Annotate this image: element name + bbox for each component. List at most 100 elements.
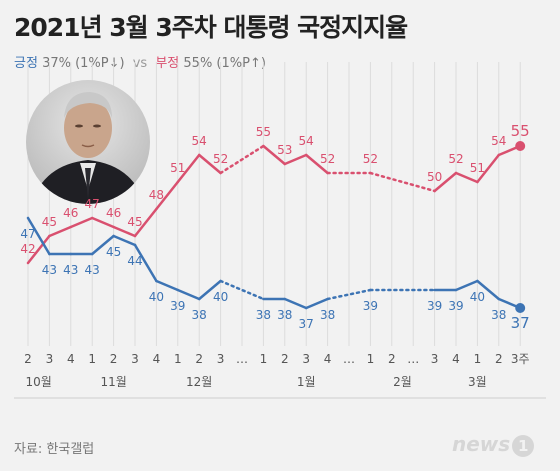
series-segment	[476, 279, 501, 301]
data-label: 45	[106, 245, 121, 259]
value-labels: 42 45 46 47 46 45 48 51 54 52 55 53 54 52 52 50 52 51 54 55…	[20, 122, 529, 332]
x-tick-label: 1	[88, 352, 96, 366]
series-segment	[304, 153, 329, 175]
x-tick-label: 3	[46, 352, 54, 366]
data-label: 39	[427, 299, 442, 313]
negative-label: 부정	[155, 56, 180, 71]
data-label: 40	[213, 290, 228, 304]
data-label: 53	[277, 143, 292, 157]
data-label: 38	[491, 308, 506, 322]
x-tick-label: 2	[281, 352, 289, 366]
data-label: 38	[277, 308, 292, 322]
data-label: 38	[256, 308, 271, 322]
series-segment	[155, 279, 180, 292]
data-label: 51	[470, 161, 485, 175]
series-segment	[454, 171, 479, 184]
x-tick-label: 3	[131, 352, 139, 366]
series-segment	[26, 216, 51, 256]
x-tick-label: 1	[474, 352, 482, 366]
x-tick-label: 4	[452, 352, 460, 366]
x-tick-label: 3주	[511, 352, 530, 366]
data-label: 38	[320, 308, 335, 322]
data-label: 38	[192, 308, 207, 322]
series-segment	[176, 153, 201, 184]
data-point	[515, 303, 526, 313]
month-label: 12월	[186, 375, 212, 389]
series-segment	[262, 144, 287, 166]
data-label: 55	[256, 125, 271, 139]
x-tick-label: 4	[67, 352, 75, 366]
data-label: 39	[363, 299, 378, 313]
series-segment	[219, 144, 265, 175]
series-segment	[326, 288, 372, 301]
logo-mark: 1	[512, 435, 535, 457]
data-label: 46	[63, 206, 78, 220]
x-tick-label: 2	[388, 352, 396, 366]
x-tick-label: 1	[260, 352, 268, 366]
series-segment	[133, 243, 158, 283]
series-segment	[283, 153, 308, 166]
data-label: 44	[127, 254, 142, 268]
data-label: 55	[511, 122, 530, 140]
x-tick-label: 1	[174, 352, 182, 366]
news1-logo: news 1	[452, 432, 535, 457]
data-label: 40	[149, 290, 164, 304]
data-label: 52	[363, 152, 378, 166]
series-segment	[476, 153, 501, 184]
data-label: 45	[127, 215, 142, 229]
data-label: 52	[448, 152, 463, 166]
series-segment	[112, 225, 137, 238]
data-label: 47	[20, 227, 35, 241]
data-label: 40	[470, 290, 485, 304]
x-tick-label: 3	[431, 352, 439, 366]
series-segment	[90, 234, 115, 256]
series-segment	[176, 288, 201, 301]
positive-label: 긍정	[14, 56, 38, 71]
subtitle: 긍정 37% (1%P↓) vs 부정 55% (1%P↑)	[14, 52, 266, 71]
logo-text: news	[452, 432, 511, 456]
series-segment	[90, 216, 115, 229]
series-segment	[69, 216, 94, 229]
data-label: 46	[106, 206, 121, 220]
month-label: 11월	[100, 375, 126, 389]
data-label: 51	[170, 161, 185, 175]
series-segment	[219, 279, 265, 301]
series-segment	[197, 279, 222, 301]
portrait-photo	[26, 80, 150, 204]
series-segment	[133, 207, 158, 238]
data-label: 43	[63, 263, 78, 277]
x-tick-label: …	[236, 352, 248, 366]
month-label: 1월	[297, 375, 316, 389]
data-label: 39	[448, 299, 463, 313]
data-label: 54	[299, 134, 314, 148]
x-tick-label: 3	[302, 352, 310, 366]
positive-value: 37% (1%P↓)	[42, 56, 125, 71]
data-label: 52	[213, 152, 228, 166]
x-tick-label: 4	[324, 352, 332, 366]
x-tick-label: …	[343, 352, 355, 366]
data-label: 54	[491, 134, 506, 148]
series-segment	[283, 297, 308, 310]
series-segment	[112, 234, 137, 247]
data-label: 54	[192, 134, 207, 148]
negative-value: 55% (1%P↑)	[183, 56, 266, 71]
data-label: 45	[42, 215, 57, 229]
month-label: 10월	[26, 375, 52, 389]
page-title: 2021년 3월 3주차 대통령 국정지지율	[14, 13, 408, 42]
series-lines	[26, 144, 522, 310]
data-label: 43	[42, 263, 57, 277]
series-points	[515, 141, 526, 313]
data-label: 37	[299, 317, 314, 331]
data-label: 37	[511, 314, 530, 332]
data-point	[515, 141, 526, 151]
data-label: 52	[320, 152, 335, 166]
series-segment	[304, 297, 329, 310]
month-label: 2월	[393, 375, 412, 389]
series-segment	[369, 171, 436, 193]
x-tick-label: 3	[217, 352, 225, 366]
data-label: 48	[149, 188, 164, 202]
source-note: 자료: 한국갤럽	[14, 442, 95, 457]
x-tick-label: 4	[153, 352, 161, 366]
series-segment	[26, 234, 51, 265]
